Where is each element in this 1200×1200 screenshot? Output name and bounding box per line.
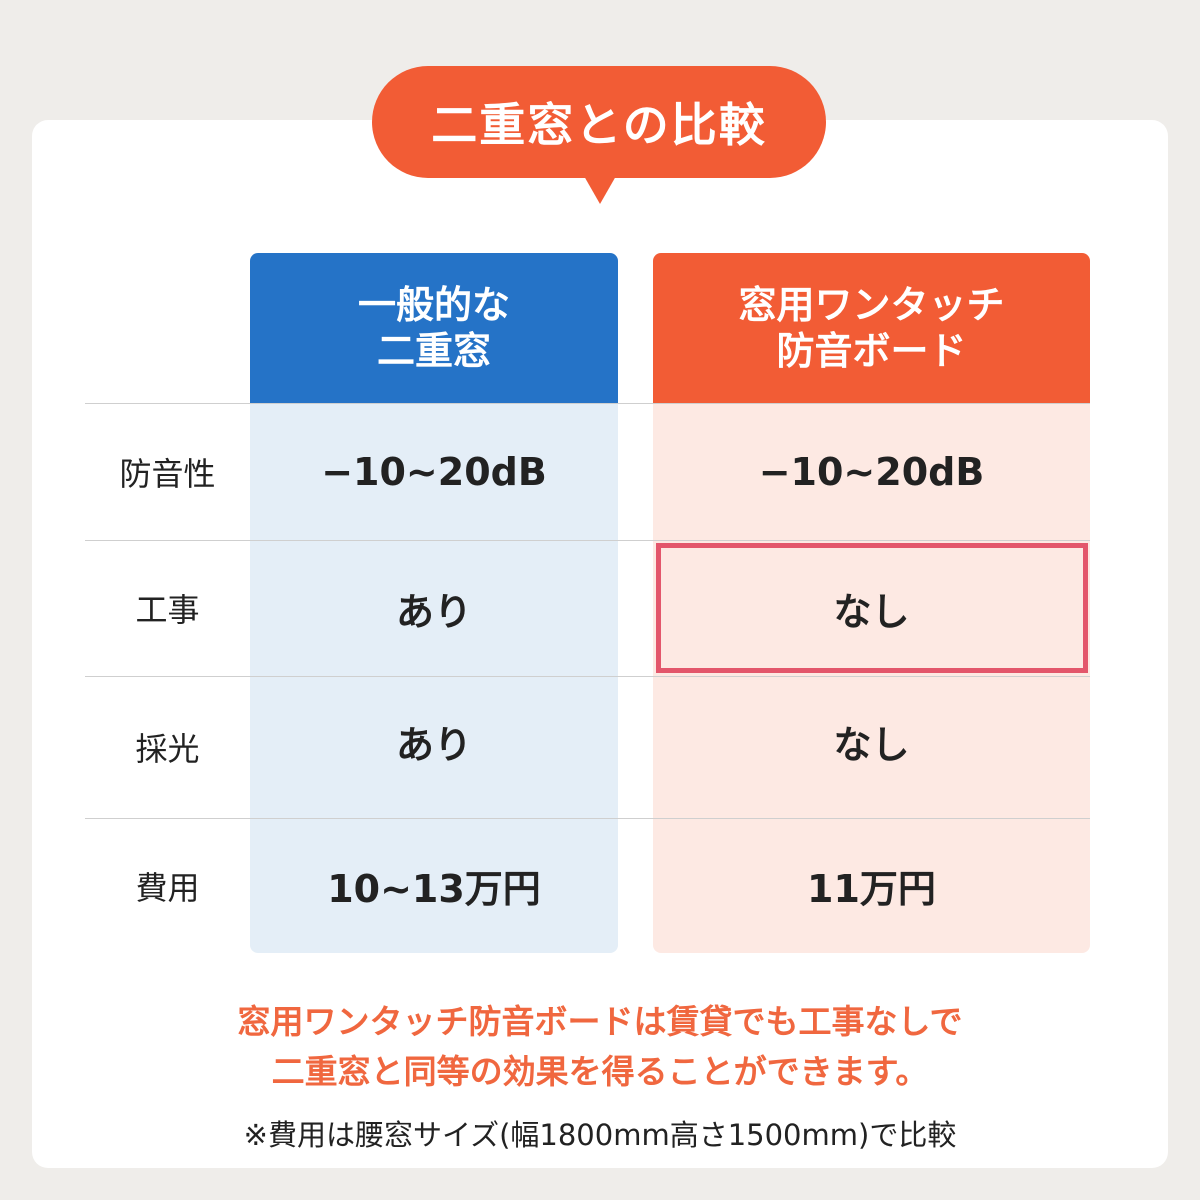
- column-header: 一般的な 二重窓: [250, 253, 618, 403]
- header-line: 窓用ワンタッチ: [738, 283, 1005, 327]
- row-label: 費用: [135, 868, 200, 907]
- header-line: 二重窓: [376, 329, 491, 373]
- column-soundproof-board: 窓用ワンタッチ 防音ボード: [653, 253, 1090, 953]
- header-line: 防音ボード: [776, 329, 967, 373]
- note-line: 窓用ワンタッチ防音ボードは賃貸でも工事なしで: [237, 1002, 963, 1041]
- row-divider: [85, 676, 1090, 677]
- bubble-tail: [584, 176, 616, 204]
- table-cell: なし: [833, 589, 910, 634]
- row-divider: [85, 540, 1090, 541]
- column-header: 窓用ワンタッチ 防音ボード: [653, 253, 1090, 403]
- header-line: 一般的な: [357, 283, 510, 327]
- note-line: 二重窓と同等の効果を得ることができます。: [271, 1052, 929, 1091]
- table-cell: −10~20dB: [321, 449, 547, 494]
- column-double-window: 一般的な 二重窓: [250, 253, 618, 953]
- table-cell: 11万円: [807, 867, 936, 911]
- row-divider: [85, 403, 1090, 404]
- row-label: 採光: [135, 730, 200, 768]
- table-cell: 10~13万円: [327, 867, 541, 911]
- footnote: ※費用は腰窓サイズ(幅1800mm高さ1500mm)で比較: [243, 1118, 957, 1152]
- row-divider: [85, 818, 1090, 819]
- row-label: 防音性: [119, 454, 216, 493]
- table-cell: −10~20dB: [758, 449, 985, 494]
- table-cell: あり: [395, 589, 472, 634]
- table-cell: なし: [833, 722, 910, 767]
- row-label: 工事: [135, 591, 200, 629]
- title-bubble: 二重窓との比較: [372, 66, 826, 178]
- table-cell: あり: [395, 722, 472, 767]
- highlight-box: [656, 543, 1088, 673]
